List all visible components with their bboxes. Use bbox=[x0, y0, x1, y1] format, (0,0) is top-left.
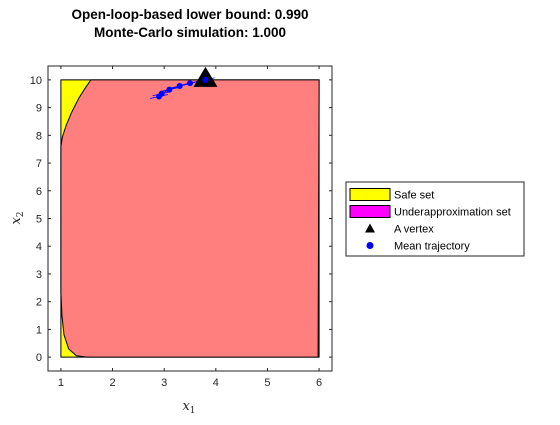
legend-label: Underapproximation set bbox=[394, 207, 511, 219]
chart-title-line-2: Monte-Carlo simulation: 1.000 bbox=[94, 25, 286, 40]
trajectory-point bbox=[187, 80, 193, 87]
y-tick-label: 1 bbox=[36, 324, 42, 336]
legend-swatch bbox=[349, 205, 391, 218]
legend-label: Mean trajectory bbox=[394, 241, 470, 253]
trajectory-point bbox=[166, 86, 173, 93]
plot-area bbox=[48, 66, 332, 371]
x-tick-label: 1 bbox=[58, 377, 64, 389]
y-tick-label: 8 bbox=[36, 130, 42, 142]
x-tick-label: 6 bbox=[316, 377, 322, 389]
x-tick-label: 3 bbox=[161, 377, 167, 389]
legend-dot-marker bbox=[366, 242, 374, 249]
y-axis-label: x2 bbox=[9, 211, 26, 224]
x-axis-label: x1 bbox=[182, 399, 195, 416]
legend-triangle-marker bbox=[365, 223, 375, 233]
y-tick-label: 4 bbox=[36, 241, 42, 253]
y-tick-label: 2 bbox=[36, 297, 42, 309]
x-tick-label: 5 bbox=[264, 377, 270, 389]
chart-title-line-1: Open-loop-based lower bound: 0.990 bbox=[71, 7, 308, 22]
y-tick-label: 0 bbox=[36, 352, 42, 364]
underapproximation-region bbox=[60, 79, 320, 358]
y-tick-label: 7 bbox=[36, 158, 42, 170]
y-tick-label: 3 bbox=[36, 269, 42, 281]
legend: Safe set Underapproximation set A vertex Me… bbox=[345, 181, 525, 257]
y-tick-label: 6 bbox=[36, 186, 42, 198]
legend-label: A vertex bbox=[394, 224, 434, 236]
axes: 1 2 3 4 5 6 0 1 2 3 4 5 6 7 8 9 10 bbox=[30, 65, 333, 389]
x-tick-label: 4 bbox=[213, 377, 219, 389]
trajectory-start-point bbox=[202, 76, 209, 83]
legend-swatch bbox=[349, 188, 391, 201]
y-tick-label: 9 bbox=[36, 103, 42, 115]
x-tick-label: 2 bbox=[109, 377, 115, 389]
trajectory-point bbox=[156, 93, 163, 100]
y-tick-label: 10 bbox=[30, 75, 42, 87]
y-tick-label: 5 bbox=[36, 214, 42, 226]
trajectory-point bbox=[176, 82, 183, 89]
legend-label: Safe set bbox=[394, 190, 434, 202]
